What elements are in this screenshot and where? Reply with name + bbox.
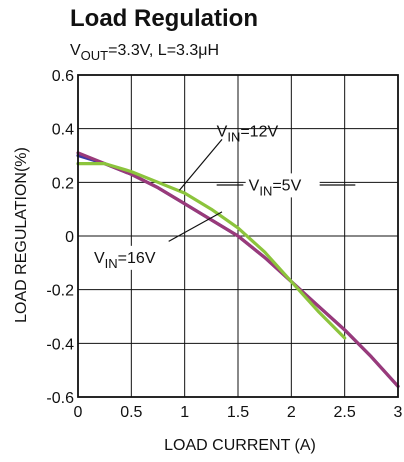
annotation-background xyxy=(91,245,165,270)
x-tick-label: 2.5 xyxy=(334,404,356,421)
x-tick-label: 1.5 xyxy=(227,404,249,421)
plot-frame xyxy=(77,74,399,398)
chart-subtitle: VOUT=3.3V, L=3.3μH xyxy=(70,42,219,63)
subtitle-suffix: =3.3V, L=3.3μH xyxy=(108,42,219,59)
series-annotations: VIN=12V VIN=5V VIN=16V xyxy=(91,124,356,271)
series-line-2 xyxy=(76,162,347,340)
subtitle-subscript: OUT xyxy=(81,48,109,63)
y-tick-labels: 0.6 0.4 0.2 0 -0.2 -0.4 -0.6 xyxy=(46,68,74,407)
y-tick-label: 0.4 xyxy=(52,122,74,139)
grid xyxy=(78,75,398,397)
y-tick-label: 0 xyxy=(65,229,74,246)
annotation-background xyxy=(245,173,320,198)
x-tick-label: 3 xyxy=(394,404,403,421)
x-tick-label: 2 xyxy=(287,404,296,421)
y-tick-label: -0.4 xyxy=(46,336,74,353)
series-lines xyxy=(76,151,400,388)
y-tick-label: -0.2 xyxy=(46,283,74,300)
annotation-leader xyxy=(168,211,223,242)
series-annotation: VIN=5V xyxy=(249,177,302,198)
y-tick-label: 0.6 xyxy=(52,68,74,85)
x-tick-label: 1 xyxy=(180,404,189,421)
y-tick-label: 0.2 xyxy=(52,175,74,192)
series-annotation: VIN=16V xyxy=(94,250,156,271)
series-line-1 xyxy=(76,151,400,388)
x-tick-label: 0 xyxy=(74,404,83,421)
y-axis-label: LOAD REGULATION(%) xyxy=(13,147,30,323)
y-tick-label: -0.6 xyxy=(46,390,74,407)
annotation-leader xyxy=(178,139,223,191)
x-axis-label: LOAD CURRENT (A) xyxy=(164,437,316,454)
x-tick-labels: 0 0.5 1 1.5 2 2.5 3 xyxy=(74,404,403,421)
chart-title: Load Regulation xyxy=(70,5,258,32)
subtitle-prefix: V xyxy=(70,42,81,59)
series-annotation: VIN=12V xyxy=(217,124,279,145)
x-tick-label: 0.5 xyxy=(120,404,142,421)
